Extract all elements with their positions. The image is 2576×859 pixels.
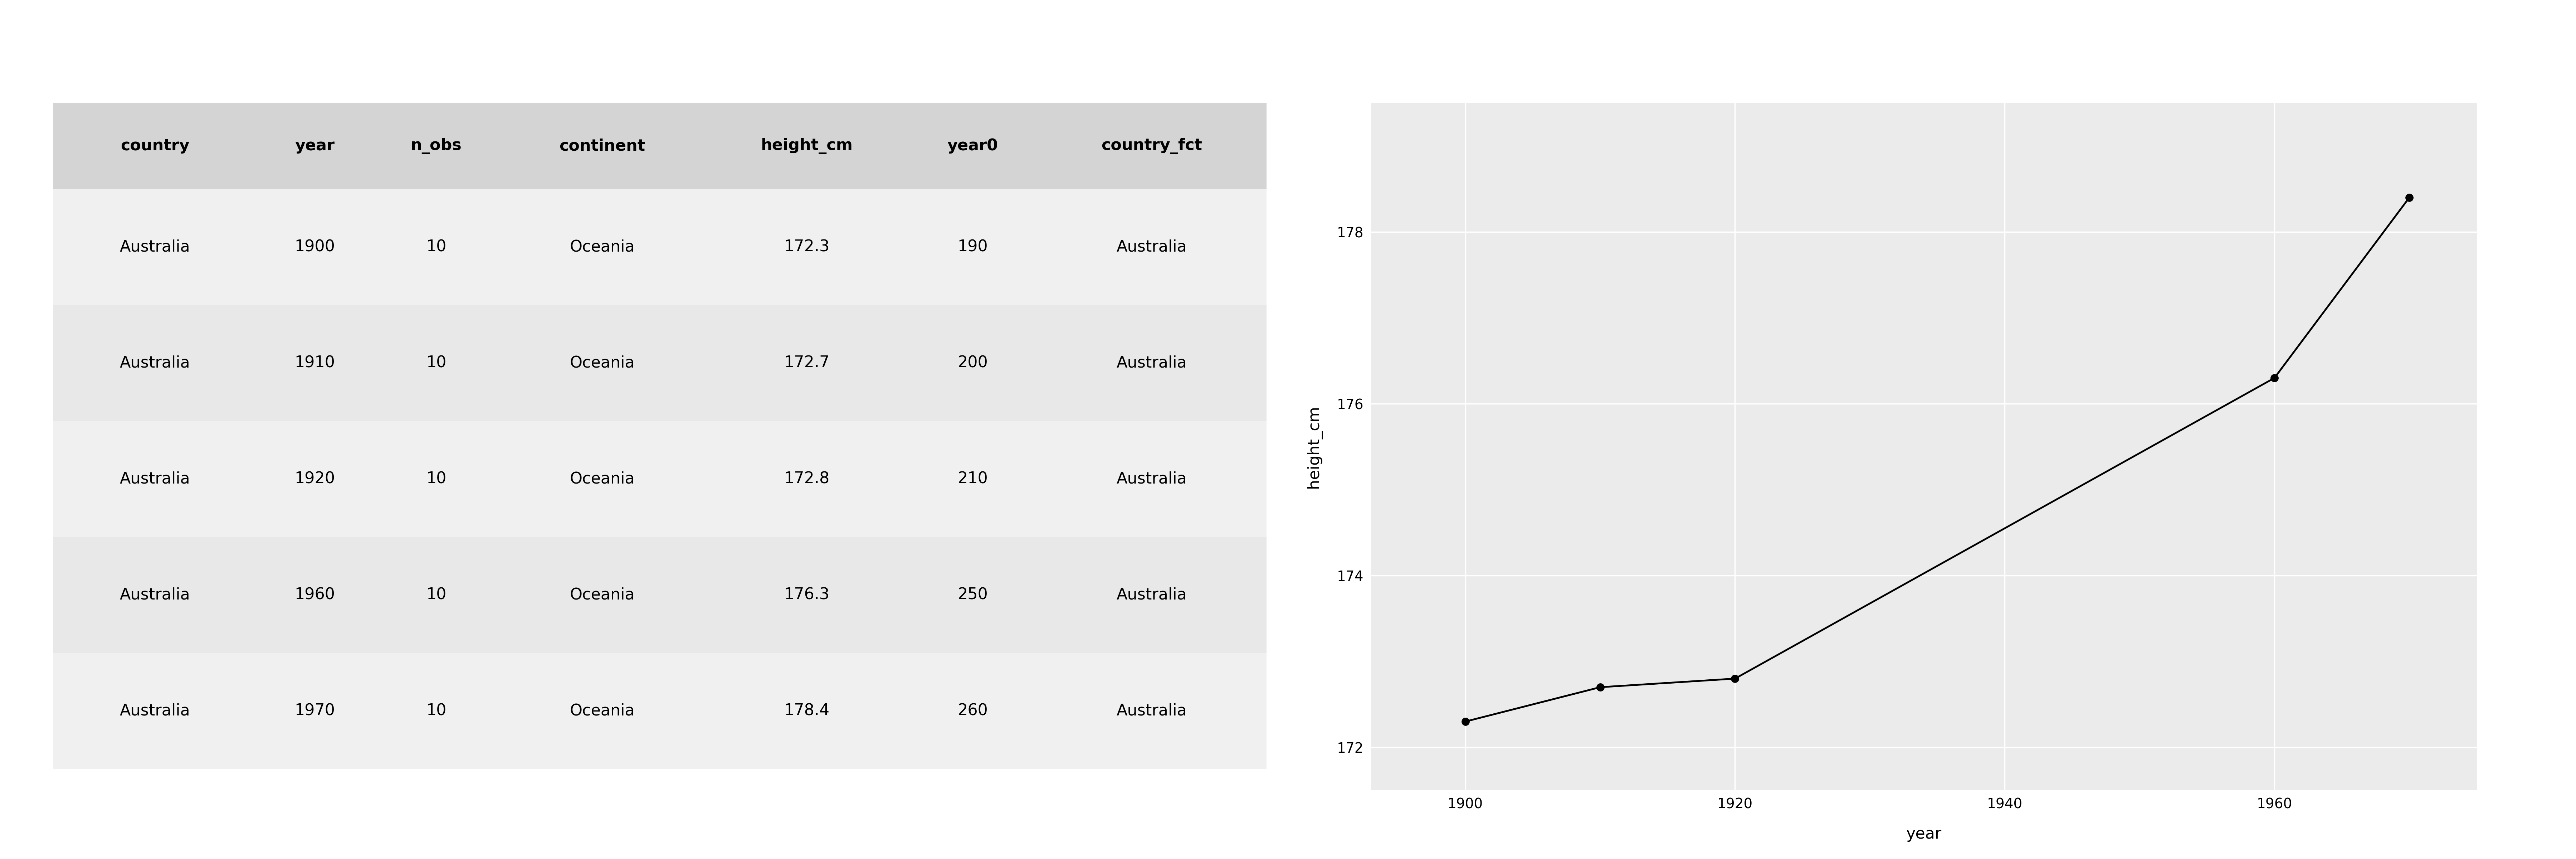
Text: Oceania: Oceania bbox=[569, 356, 634, 370]
Text: Oceania: Oceania bbox=[569, 588, 634, 602]
Text: 10: 10 bbox=[425, 240, 446, 254]
Text: 250: 250 bbox=[958, 588, 989, 602]
Text: Australia: Australia bbox=[121, 356, 191, 370]
Text: Australia: Australia bbox=[1115, 704, 1188, 718]
Text: 172.8: 172.8 bbox=[783, 472, 829, 486]
Text: Australia: Australia bbox=[1115, 472, 1188, 486]
X-axis label: year: year bbox=[1906, 826, 1942, 842]
Text: year: year bbox=[294, 138, 335, 154]
Text: year0: year0 bbox=[948, 138, 997, 154]
Text: Australia: Australia bbox=[121, 588, 191, 602]
Text: Australia: Australia bbox=[121, 704, 191, 718]
FancyBboxPatch shape bbox=[52, 421, 1267, 537]
FancyBboxPatch shape bbox=[52, 653, 1267, 769]
Text: 10: 10 bbox=[425, 356, 446, 370]
Text: Oceania: Oceania bbox=[569, 240, 634, 254]
Text: 172.3: 172.3 bbox=[783, 240, 829, 254]
Text: 210: 210 bbox=[958, 472, 989, 486]
Text: 172.7: 172.7 bbox=[783, 356, 829, 370]
Text: 10: 10 bbox=[425, 588, 446, 602]
Text: 10: 10 bbox=[425, 704, 446, 718]
Text: Oceania: Oceania bbox=[569, 704, 634, 718]
Text: 176.3: 176.3 bbox=[783, 588, 829, 602]
Text: 10: 10 bbox=[425, 472, 446, 486]
Text: 1960: 1960 bbox=[294, 588, 335, 602]
Text: country_fct: country_fct bbox=[1100, 138, 1203, 154]
Text: 1900: 1900 bbox=[294, 240, 335, 254]
Text: 200: 200 bbox=[958, 356, 989, 370]
Text: Australia: Australia bbox=[1115, 240, 1188, 254]
Text: 1920: 1920 bbox=[294, 472, 335, 486]
Text: 1910: 1910 bbox=[294, 356, 335, 370]
Text: continent: continent bbox=[559, 138, 644, 154]
Text: Australia: Australia bbox=[1115, 356, 1188, 370]
Text: 178.4: 178.4 bbox=[783, 704, 829, 718]
FancyBboxPatch shape bbox=[52, 537, 1267, 653]
Text: 1970: 1970 bbox=[294, 704, 335, 718]
Text: n_obs: n_obs bbox=[410, 138, 461, 154]
FancyBboxPatch shape bbox=[52, 305, 1267, 421]
Text: Australia: Australia bbox=[1115, 588, 1188, 602]
Text: Australia: Australia bbox=[121, 472, 191, 486]
Y-axis label: height_cm: height_cm bbox=[1306, 405, 1321, 488]
Text: Australia: Australia bbox=[121, 240, 191, 254]
Text: 260: 260 bbox=[958, 704, 989, 718]
Text: Oceania: Oceania bbox=[569, 472, 634, 486]
Text: 190: 190 bbox=[958, 240, 989, 254]
FancyBboxPatch shape bbox=[52, 103, 1267, 189]
Text: height_cm: height_cm bbox=[760, 138, 853, 154]
FancyBboxPatch shape bbox=[52, 189, 1267, 305]
Text: country: country bbox=[121, 138, 191, 154]
